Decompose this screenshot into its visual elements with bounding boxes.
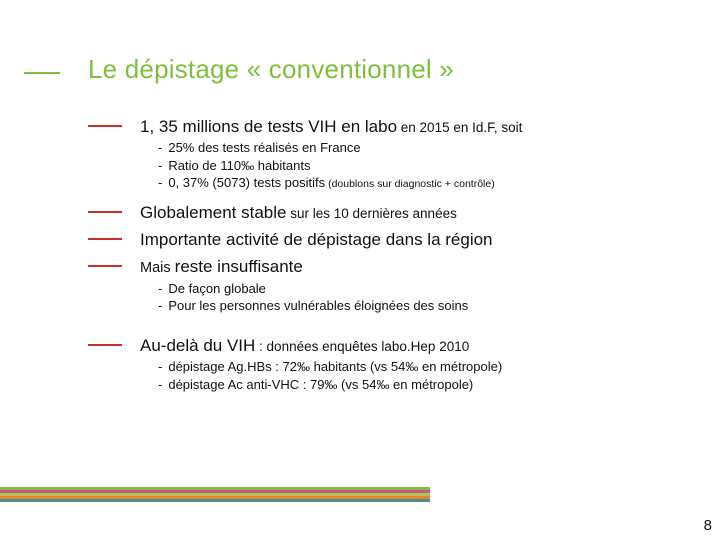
- slide-title: Le dépistage « conventionnel »: [88, 54, 454, 85]
- sub-text: Pour les personnes vulnérables éloignées…: [168, 297, 468, 315]
- stripe: [0, 499, 430, 502]
- bullet-prefix: Mais: [140, 260, 175, 276]
- bullet-dash-icon: [88, 344, 122, 346]
- sub-text: 0, 37% (5073) tests positifs: [168, 175, 325, 190]
- bullet-main: reste insuffisante: [175, 257, 303, 276]
- sub-item: -De façon globale: [158, 280, 680, 298]
- sub-dash-icon: -: [158, 358, 162, 376]
- sub-dash-icon: -: [158, 297, 162, 315]
- sub-item: -dépistage Ag.HBs : 72‰ habitants (vs 54…: [158, 358, 680, 376]
- bullet-text: Globalement stable sur les 10 dernières …: [140, 202, 457, 223]
- bullet-text: Importante activité de dépistage dans la…: [140, 229, 493, 250]
- bullet-text: Au-delà du VIH : données enquêtes labo.H…: [140, 335, 469, 356]
- bullet-text: Mais reste insuffisante: [140, 256, 303, 277]
- sub-dash-icon: -: [158, 376, 162, 394]
- sub-dash-icon: -: [158, 157, 162, 175]
- bullet-dash-icon: [88, 125, 122, 127]
- content-area: 1, 35 millions de tests VIH en labo en 2…: [88, 116, 680, 403]
- bullet-block: Globalement stable sur les 10 dernières …: [88, 202, 680, 223]
- bullet-main: Au-delà du VIH: [140, 336, 255, 355]
- sub-item: -25% des tests réalisés en France: [158, 139, 680, 157]
- bullet-block: Mais reste insuffisante -De façon global…: [88, 256, 680, 314]
- bullet-tail: en 2015 en Id.F, soit: [397, 120, 522, 135]
- bullet-text: 1, 35 millions de tests VIH en labo en 2…: [140, 116, 522, 137]
- bullet-tail: sur les 10 dernières années: [286, 206, 456, 221]
- slide-title-row: Le dépistage « conventionnel »: [24, 54, 454, 85]
- sub-text: Ratio de 110‰ habitants: [168, 157, 310, 175]
- bullet-row: Globalement stable sur les 10 dernières …: [88, 202, 680, 223]
- page-number: 8: [704, 517, 712, 534]
- bullet-dash-icon: [88, 211, 122, 213]
- sub-dash-icon: -: [158, 174, 162, 192]
- bullet-block: 1, 35 millions de tests VIH en labo en 2…: [88, 116, 680, 192]
- bullet-main: Globalement stable: [140, 203, 286, 222]
- bullet-tail: : données enquêtes labo.Hep 2010: [255, 339, 469, 354]
- bullet-main: 1, 35 millions de tests VIH en labo: [140, 117, 397, 136]
- sub-text-tiny: (doublons sur diagnostic + contrôle): [325, 178, 495, 190]
- bullet-main: Importante activité de dépistage dans la…: [140, 230, 493, 249]
- sub-list: -De façon globale -Pour les personnes vu…: [158, 280, 680, 315]
- sub-text: dépistage Ag.HBs : 72‰ habitants (vs 54‰…: [168, 358, 502, 376]
- sub-dash-icon: -: [158, 280, 162, 298]
- bullet-dash-icon: [88, 238, 122, 240]
- sub-item: -Ratio de 110‰ habitants: [158, 157, 680, 175]
- sub-text: De façon globale: [168, 280, 266, 298]
- sub-item: -0, 37% (5073) tests positifs (doublons …: [158, 174, 680, 192]
- sub-dash-icon: -: [158, 139, 162, 157]
- bullet-block: Au-delà du VIH : données enquêtes labo.H…: [88, 335, 680, 393]
- sub-item: -Pour les personnes vulnérables éloignée…: [158, 297, 680, 315]
- sub-item: -dépistage Ac anti-VHC : 79‰ (vs 54‰ en …: [158, 376, 680, 394]
- bullet-block: Importante activité de dépistage dans la…: [88, 229, 680, 250]
- bullet-row: Importante activité de dépistage dans la…: [88, 229, 680, 250]
- spacer: [88, 325, 680, 335]
- footer-stripes: [0, 487, 430, 502]
- bullet-dash-icon: [88, 265, 122, 267]
- bullet-row: 1, 35 millions de tests VIH en labo en 2…: [88, 116, 680, 137]
- bullet-row: Au-delà du VIH : données enquêtes labo.H…: [88, 335, 680, 356]
- sub-text: dépistage Ac anti-VHC : 79‰ (vs 54‰ en m…: [168, 376, 473, 394]
- bullet-row: Mais reste insuffisante: [88, 256, 680, 277]
- sub-list: -25% des tests réalisés en France -Ratio…: [158, 139, 680, 192]
- title-dash: [24, 72, 60, 74]
- sub-text: 25% des tests réalisés en France: [168, 139, 360, 157]
- sub-list: -dépistage Ag.HBs : 72‰ habitants (vs 54…: [158, 358, 680, 393]
